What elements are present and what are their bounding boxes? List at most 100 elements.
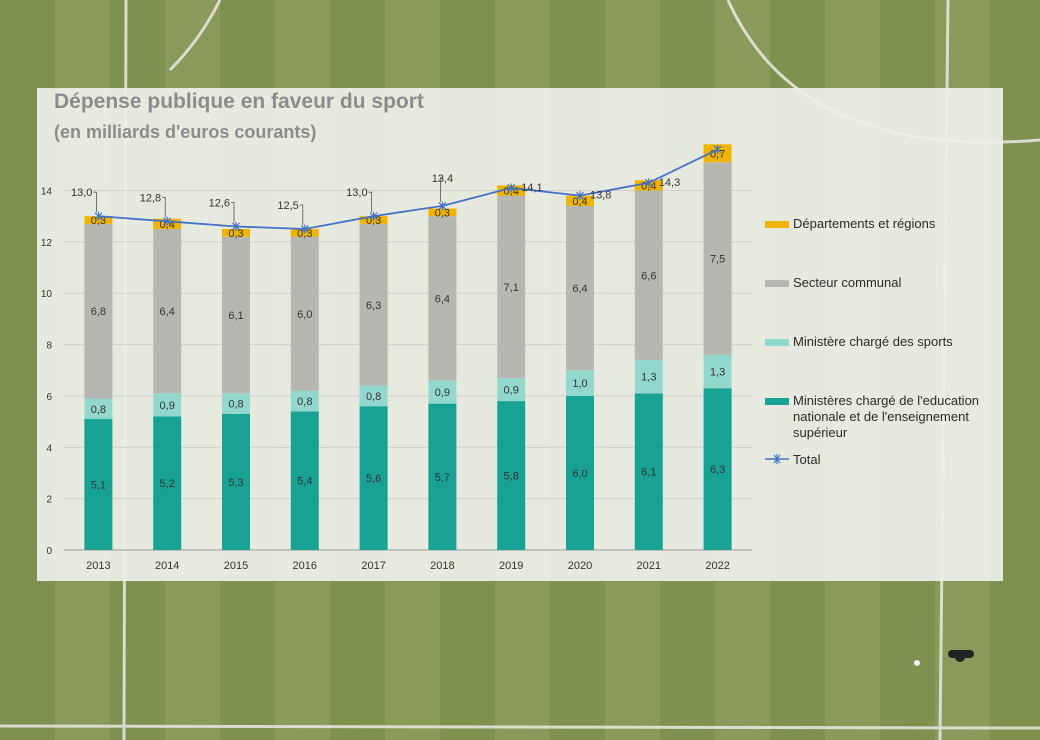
x-tick-label: 2018 bbox=[430, 560, 454, 572]
data-label-departements: 0,3 bbox=[297, 228, 312, 240]
bar-segment-sports bbox=[222, 393, 250, 414]
data-label-departements: 0,3 bbox=[228, 228, 243, 240]
data-label-communal: 6,4 bbox=[572, 283, 587, 295]
chart-title: Dépense publique en faveur du sport bbox=[54, 90, 424, 113]
data-label-communal: 6,4 bbox=[160, 306, 175, 318]
bar-segment-departements bbox=[222, 229, 250, 237]
total-point bbox=[232, 221, 240, 231]
bar-segment-communal bbox=[703, 162, 732, 355]
data-label-sports: 0,8 bbox=[297, 396, 312, 408]
bar-segment-communal bbox=[497, 195, 526, 378]
data-label-communal: 6,0 bbox=[297, 309, 312, 321]
legend-label-sports: Ministère chargé des sports bbox=[793, 334, 953, 349]
legend-swatch-sports bbox=[765, 339, 789, 346]
legend-item-sports: Ministère chargé des sports bbox=[765, 334, 1000, 350]
data-label-sports: 1,3 bbox=[710, 367, 725, 379]
total-point bbox=[94, 211, 103, 221]
bar-segment-departements bbox=[428, 208, 457, 217]
total-label: 13,8 bbox=[590, 190, 611, 202]
total-leader-line bbox=[162, 196, 166, 218]
data-label-communal: 6,4 bbox=[435, 293, 450, 305]
data-label-education: 5,8 bbox=[504, 471, 519, 483]
data-label-departements: 0,3 bbox=[366, 215, 381, 227]
total-label: 13,0 bbox=[346, 187, 367, 199]
bar-segment-sports bbox=[84, 398, 113, 420]
bar-segment-education bbox=[703, 388, 732, 550]
x-tick-label: 2014 bbox=[155, 560, 179, 572]
y-tick-label: 0 bbox=[46, 546, 52, 557]
legend-label-communal: Secteur communal bbox=[793, 275, 902, 290]
bar-segment-sports bbox=[290, 390, 319, 412]
data-label-education: 6,3 bbox=[710, 464, 725, 476]
data-label-sports: 0,8 bbox=[366, 391, 381, 403]
data-label-sports: 0,9 bbox=[160, 400, 175, 412]
total-label: 14,1 bbox=[521, 182, 542, 194]
bar-segment-communal bbox=[84, 223, 113, 399]
x-tick-label: 2020 bbox=[568, 560, 592, 572]
bar-segment-education bbox=[359, 406, 388, 550]
y-tick-label: 12 bbox=[41, 238, 53, 249]
bar-segment-communal bbox=[222, 236, 250, 394]
data-label-education: 5,4 bbox=[297, 476, 312, 488]
bar-segment-communal bbox=[428, 216, 457, 381]
legend-label-departements: Départements et régions bbox=[793, 216, 936, 231]
data-label-sports: 0,8 bbox=[91, 404, 106, 416]
y-tick-label: 14 bbox=[41, 187, 53, 198]
data-label-communal: 7,1 bbox=[504, 282, 519, 294]
bar-segment-communal bbox=[290, 236, 319, 391]
legend-swatch-departements bbox=[765, 221, 789, 228]
legend-item-communal: Secteur communal bbox=[765, 275, 1000, 291]
data-label-education: 5,7 bbox=[435, 472, 450, 484]
total-label: 13,0 bbox=[71, 187, 92, 199]
data-label-sports: 0,9 bbox=[435, 387, 450, 399]
bar-segment-sports bbox=[153, 393, 182, 417]
data-label-communal: 6,6 bbox=[641, 270, 656, 282]
bar-segment-sports bbox=[703, 354, 732, 389]
bar-segment-education bbox=[153, 416, 182, 550]
total-point bbox=[644, 178, 653, 188]
total-line bbox=[98, 148, 718, 230]
legend-label-total: Total bbox=[793, 452, 821, 467]
total-label: 14,3 bbox=[659, 177, 680, 189]
data-label-sports: 0,8 bbox=[228, 399, 243, 411]
total-leader-line bbox=[368, 191, 373, 213]
data-label-sports: 1,0 bbox=[572, 378, 587, 390]
total-point bbox=[369, 211, 378, 221]
legend-swatch-communal bbox=[765, 280, 789, 287]
bar-segment-education bbox=[84, 419, 113, 550]
total-leader-line bbox=[439, 177, 444, 202]
legend-item-departements: Départements et régions bbox=[765, 216, 1000, 232]
x-tick-label: 2017 bbox=[361, 560, 385, 572]
legend-swatch-education bbox=[765, 398, 789, 405]
x-tick-label: 2013 bbox=[86, 560, 110, 572]
x-tick-label: 2016 bbox=[293, 560, 317, 572]
data-label-education: 5,2 bbox=[160, 478, 175, 490]
total-label: 12,8 bbox=[140, 192, 161, 204]
y-tick-label: 8 bbox=[46, 341, 52, 352]
bar-segment-education bbox=[222, 413, 250, 550]
y-tick-label: 6 bbox=[46, 392, 52, 403]
y-tick-label: 4 bbox=[46, 443, 52, 454]
y-tick-label: 10 bbox=[41, 289, 53, 300]
bar-segment-communal bbox=[634, 190, 663, 360]
legend-line-total bbox=[765, 452, 789, 466]
total-point bbox=[163, 216, 172, 226]
bar-segment-sports bbox=[428, 380, 457, 404]
data-label-education: 6,1 bbox=[641, 467, 656, 479]
x-tick-label: 2015 bbox=[224, 560, 248, 572]
data-label-communal: 7,5 bbox=[710, 254, 725, 266]
bar-segment-education bbox=[634, 393, 663, 550]
total-leader-line bbox=[231, 202, 235, 223]
bar-segment-education bbox=[290, 411, 319, 550]
bar-segment-communal bbox=[566, 205, 594, 371]
total-point bbox=[300, 224, 309, 234]
data-label-sports: 1,3 bbox=[641, 372, 656, 384]
bar-segment-sports bbox=[566, 370, 594, 396]
x-tick-label: 2022 bbox=[705, 560, 729, 572]
total-label: 12,5 bbox=[277, 200, 298, 212]
data-label-departements: 0,3 bbox=[91, 215, 106, 227]
data-label-communal: 6,8 bbox=[91, 306, 106, 318]
total-leader-line bbox=[93, 191, 97, 213]
legend-item-total: Total bbox=[765, 452, 1000, 468]
player-figure bbox=[914, 650, 974, 666]
